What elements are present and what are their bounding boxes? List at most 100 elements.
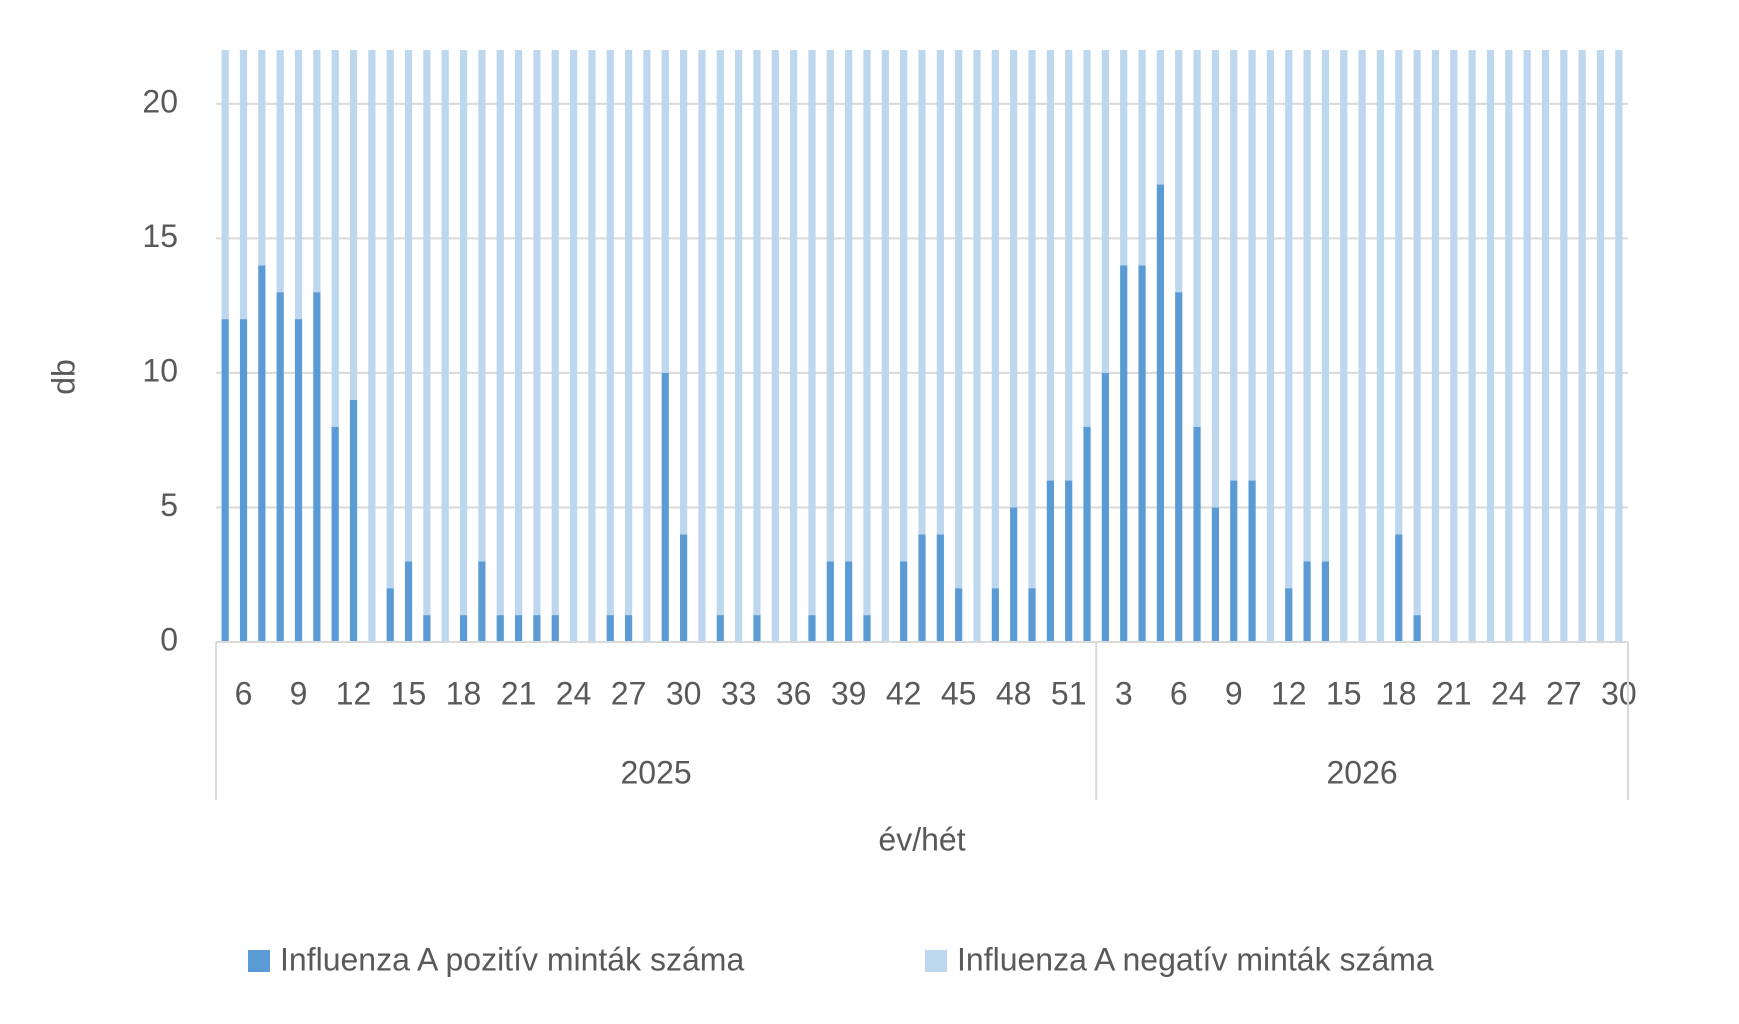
bar-segment: [1230, 50, 1238, 481]
bar-segment: [313, 292, 321, 642]
bar-segment: [294, 319, 303, 642]
bar-segment: [533, 50, 541, 616]
bar-segment: [1083, 50, 1091, 427]
bar-segment: [863, 615, 871, 642]
bar-segment: [1211, 50, 1220, 508]
y-tick-label: 20: [142, 83, 178, 119]
bar-segment: [258, 265, 266, 642]
bar-segment: [1046, 480, 1054, 642]
bar-segment: [771, 50, 779, 642]
bar-segment: [1156, 50, 1164, 185]
bar-segment: [826, 50, 834, 562]
x-tick-label: 36: [776, 675, 812, 711]
bar-segment: [863, 50, 871, 616]
bar-segment: [1010, 507, 1018, 642]
bar-segment: [936, 50, 944, 535]
x-tick-label: 15: [391, 675, 427, 711]
x-tick-label: 48: [996, 675, 1032, 711]
bar-segment: [1046, 50, 1054, 481]
bar-segment: [1101, 50, 1109, 373]
bar-segment: [1193, 50, 1201, 427]
bar-segment: [900, 561, 908, 642]
x-tick-label: 9: [1225, 675, 1243, 711]
bar-segment: [680, 534, 688, 642]
bar-segment: [276, 50, 284, 293]
bar-segment: [1578, 50, 1586, 642]
x-tick-label: 18: [1381, 675, 1417, 711]
bar-segment: [569, 50, 578, 642]
bar-segment: [386, 50, 394, 589]
legend-swatch: [925, 950, 947, 972]
bar-segment: [955, 588, 963, 642]
bar-segment: [624, 615, 633, 642]
x-tick-label: 27: [611, 675, 647, 711]
x-tick-label: 45: [941, 675, 977, 711]
bar-segment: [1193, 426, 1201, 642]
bar-segment: [386, 588, 394, 642]
bar-segment: [514, 50, 523, 616]
bar-segment: [735, 50, 743, 642]
x-tick-label: 18: [446, 675, 482, 711]
bar-segment: [1321, 50, 1330, 562]
bar-segment: [1120, 265, 1128, 642]
bar-segment: [1486, 50, 1495, 642]
x-tick-label: 21: [1436, 675, 1472, 711]
bar-segment: [441, 50, 449, 642]
y-tick-label: 15: [142, 218, 178, 254]
bar-segment: [1156, 184, 1164, 642]
bar-segment: [1303, 561, 1311, 642]
bar-segment: [313, 50, 321, 293]
bar-segment: [1266, 50, 1275, 642]
bar-segment: [1340, 50, 1348, 642]
bar-segment: [221, 50, 229, 320]
x-tick-label: 27: [1546, 675, 1582, 711]
bar-segment: [1101, 372, 1109, 642]
bar-segment: [459, 50, 468, 616]
x-tick-label: 12: [1271, 675, 1307, 711]
bar-segment: [826, 561, 834, 642]
bar-segment: [753, 50, 761, 616]
legend-label: Influenza A pozitív minták száma: [280, 941, 744, 977]
bar-segment: [331, 50, 339, 427]
x-tick-label: 6: [1170, 675, 1188, 711]
bar-segment: [808, 615, 816, 642]
bar-segment: [1010, 50, 1018, 508]
bar-segment: [588, 50, 596, 642]
bar-segment: [624, 50, 633, 616]
bar-segment: [1450, 50, 1458, 642]
bar-segment: [1120, 50, 1128, 266]
bar-segment: [1358, 50, 1366, 642]
bar-segment: [900, 50, 908, 562]
x-tick-label: 30: [1601, 675, 1637, 711]
bar-segment: [936, 534, 944, 642]
bar-segment: [1028, 588, 1036, 642]
bar-segment: [698, 50, 706, 642]
x-tick-label: 24: [1491, 675, 1527, 711]
bar-segment: [1541, 50, 1550, 642]
bar-segment: [1395, 534, 1403, 642]
bar-segment: [661, 372, 669, 642]
bar-segment: [331, 426, 339, 642]
bar-segment: [404, 50, 413, 562]
y-tick-label: 5: [160, 487, 178, 523]
x-tick-label: 30: [666, 675, 702, 711]
bar-segment: [606, 615, 614, 642]
bar-segment: [643, 50, 651, 642]
bar-segment: [955, 50, 963, 589]
bar-segment: [551, 50, 559, 616]
bar-segment: [1523, 50, 1531, 642]
bar-segment: [1413, 615, 1421, 642]
x-tick-label: 12: [336, 675, 372, 711]
bar-segment: [716, 50, 724, 616]
bar-segment: [1560, 50, 1568, 642]
bar-segment: [973, 50, 981, 642]
bar-segment: [991, 50, 999, 589]
bar-segment: [1596, 50, 1605, 642]
y-tick-label: 10: [142, 352, 178, 388]
bar-segment: [459, 615, 468, 642]
bar-segment: [991, 588, 999, 642]
x-tick-label: 9: [290, 675, 308, 711]
bar-segment: [1468, 50, 1476, 642]
legend-swatch: [248, 950, 270, 972]
